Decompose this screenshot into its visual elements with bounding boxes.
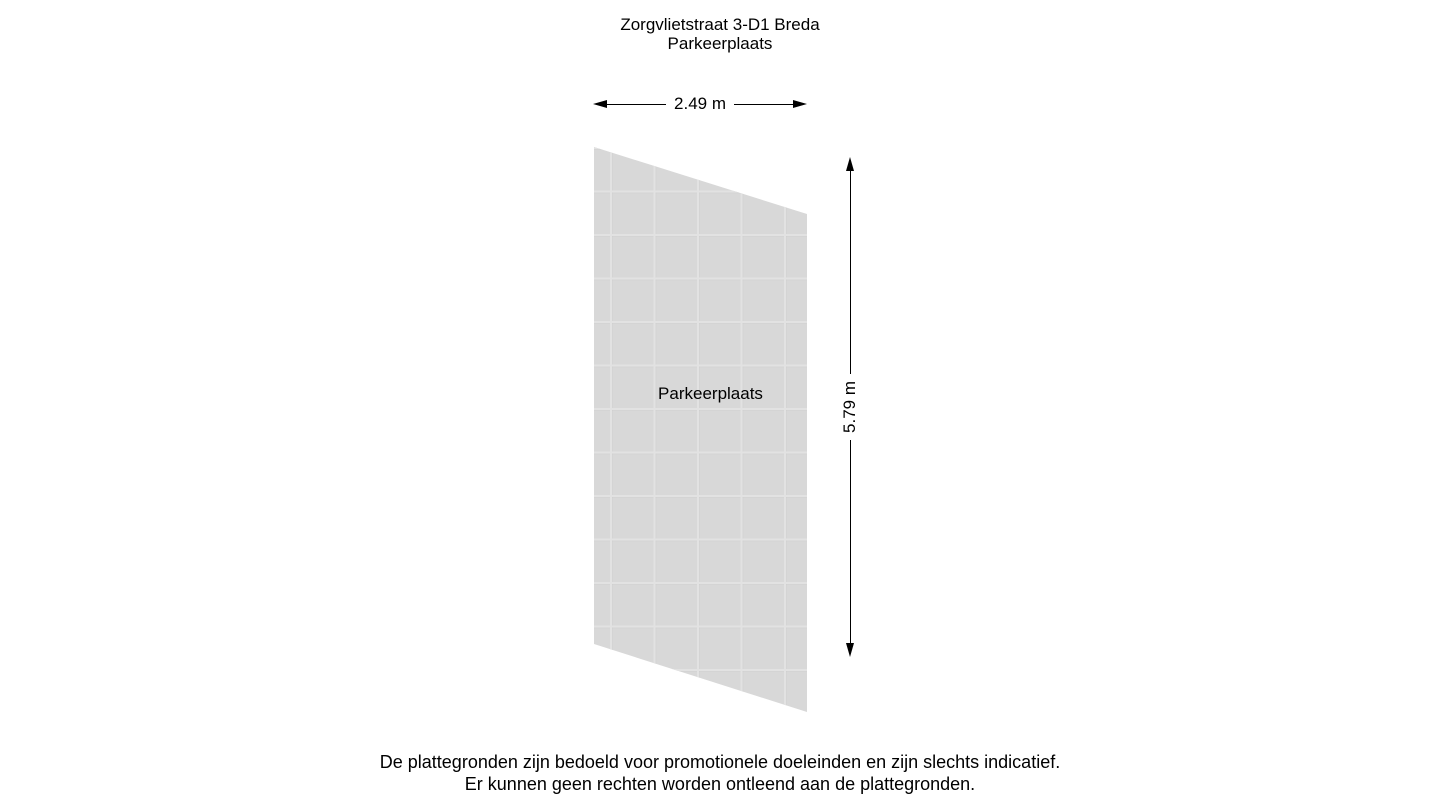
- dimension-line-left: [607, 103, 667, 105]
- dimension-line-right: [734, 103, 794, 105]
- arrow-right-icon: [793, 100, 808, 108]
- arrow-up-icon: [846, 157, 854, 171]
- disclaimer: De plattegronden zijn bedoeld voor promo…: [0, 751, 1440, 795]
- parking-space-shape: Parkeerplaats: [594, 147, 807, 712]
- plan-title-address: Zorgvlietstraat 3-D1 Breda: [620, 15, 820, 34]
- width-dimension: 2.49 m: [593, 94, 808, 113]
- plan-title-subtitle: Parkeerplaats: [667, 34, 773, 53]
- disclaimer-line2: Er kunnen geen rechten worden ontleend a…: [464, 774, 976, 794]
- disclaimer-line1: De plattegronden zijn bedoeld voor promo…: [379, 752, 1061, 772]
- height-dimension: 5.79 m: [840, 157, 859, 658]
- dimension-line-top: [849, 171, 851, 375]
- width-dimension-label: 2.49 m: [674, 94, 726, 113]
- dimension-line-bottom: [849, 440, 851, 644]
- room-label: Parkeerplaats: [658, 384, 763, 403]
- plan-title: Zorgvlietstraat 3-D1 Breda Parkeerplaats: [0, 15, 1440, 53]
- arrow-left-icon: [593, 100, 607, 108]
- height-dimension-label: 5.79 m: [840, 381, 859, 433]
- arrow-down-icon: [846, 643, 854, 658]
